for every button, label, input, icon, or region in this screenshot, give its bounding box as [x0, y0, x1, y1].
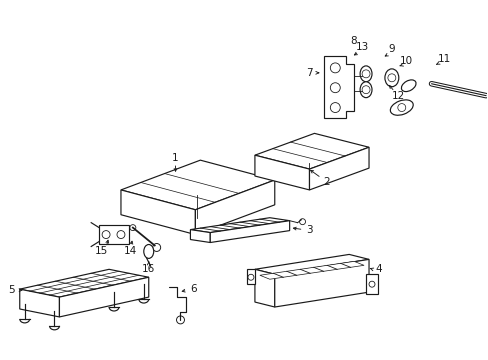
Circle shape	[330, 83, 340, 93]
Circle shape	[117, 231, 124, 239]
Polygon shape	[274, 260, 368, 307]
Text: 8: 8	[349, 36, 356, 46]
Polygon shape	[121, 160, 274, 210]
FancyBboxPatch shape	[99, 225, 129, 244]
Polygon shape	[20, 289, 60, 317]
Polygon shape	[254, 155, 309, 190]
Circle shape	[361, 86, 369, 94]
Polygon shape	[254, 269, 274, 307]
Circle shape	[299, 219, 305, 225]
Polygon shape	[324, 56, 353, 118]
Circle shape	[152, 243, 161, 251]
Ellipse shape	[143, 244, 153, 258]
Text: 10: 10	[399, 56, 412, 66]
Polygon shape	[190, 218, 289, 233]
Text: 2: 2	[323, 177, 329, 187]
Ellipse shape	[401, 80, 415, 91]
Text: 4: 4	[375, 264, 382, 274]
Polygon shape	[259, 261, 364, 279]
Circle shape	[397, 104, 405, 112]
Circle shape	[361, 70, 369, 78]
Circle shape	[387, 74, 395, 82]
Ellipse shape	[359, 66, 371, 82]
Polygon shape	[60, 277, 148, 317]
Polygon shape	[254, 133, 368, 169]
Text: 12: 12	[391, 91, 405, 101]
Polygon shape	[20, 269, 148, 297]
Polygon shape	[195, 180, 274, 235]
Text: 1: 1	[172, 153, 179, 163]
Text: 13: 13	[355, 42, 368, 52]
Ellipse shape	[384, 69, 398, 87]
Text: 6: 6	[190, 284, 196, 294]
Text: 3: 3	[305, 225, 312, 235]
Circle shape	[330, 63, 340, 73]
Circle shape	[176, 316, 184, 324]
Circle shape	[368, 281, 374, 287]
Circle shape	[102, 231, 110, 239]
Text: 7: 7	[305, 68, 312, 78]
Text: 9: 9	[388, 44, 394, 54]
Circle shape	[247, 274, 253, 280]
Polygon shape	[246, 269, 254, 284]
Polygon shape	[190, 230, 210, 243]
Circle shape	[330, 103, 340, 113]
Text: 16: 16	[142, 264, 155, 274]
Ellipse shape	[359, 82, 371, 98]
Polygon shape	[309, 147, 368, 190]
Polygon shape	[366, 274, 377, 294]
Text: 11: 11	[437, 54, 450, 64]
Ellipse shape	[389, 100, 412, 115]
Circle shape	[130, 225, 136, 231]
Text: 5: 5	[8, 285, 15, 295]
Polygon shape	[210, 221, 289, 243]
Polygon shape	[121, 190, 195, 235]
Polygon shape	[254, 255, 368, 274]
Text: 14: 14	[124, 247, 137, 256]
Text: 15: 15	[94, 247, 107, 256]
